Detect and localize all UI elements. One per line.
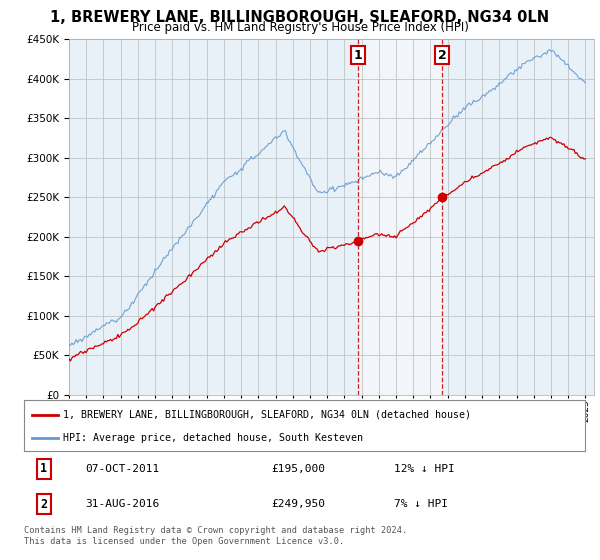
Text: 1, BREWERY LANE, BILLINGBOROUGH, SLEAFORD, NG34 0LN: 1, BREWERY LANE, BILLINGBOROUGH, SLEAFOR…: [50, 10, 550, 25]
Text: £195,000: £195,000: [271, 464, 325, 474]
Text: 1: 1: [40, 463, 47, 475]
Text: 7% ↓ HPI: 7% ↓ HPI: [394, 499, 448, 509]
Text: 12% ↓ HPI: 12% ↓ HPI: [394, 464, 455, 474]
Text: 1: 1: [353, 49, 362, 62]
Text: 2: 2: [437, 49, 446, 62]
Text: 2: 2: [40, 497, 47, 511]
Text: 1, BREWERY LANE, BILLINGBOROUGH, SLEAFORD, NG34 0LN (detached house): 1, BREWERY LANE, BILLINGBOROUGH, SLEAFOR…: [63, 409, 471, 419]
Text: 31-AUG-2016: 31-AUG-2016: [86, 499, 160, 509]
Text: HPI: Average price, detached house, South Kesteven: HPI: Average price, detached house, Sout…: [63, 433, 363, 443]
Text: £249,950: £249,950: [271, 499, 325, 509]
Text: Price paid vs. HM Land Registry's House Price Index (HPI): Price paid vs. HM Land Registry's House …: [131, 21, 469, 34]
Text: Contains HM Land Registry data © Crown copyright and database right 2024.
This d: Contains HM Land Registry data © Crown c…: [24, 526, 407, 546]
Text: 07-OCT-2011: 07-OCT-2011: [86, 464, 160, 474]
Bar: [358, 39, 442, 395]
